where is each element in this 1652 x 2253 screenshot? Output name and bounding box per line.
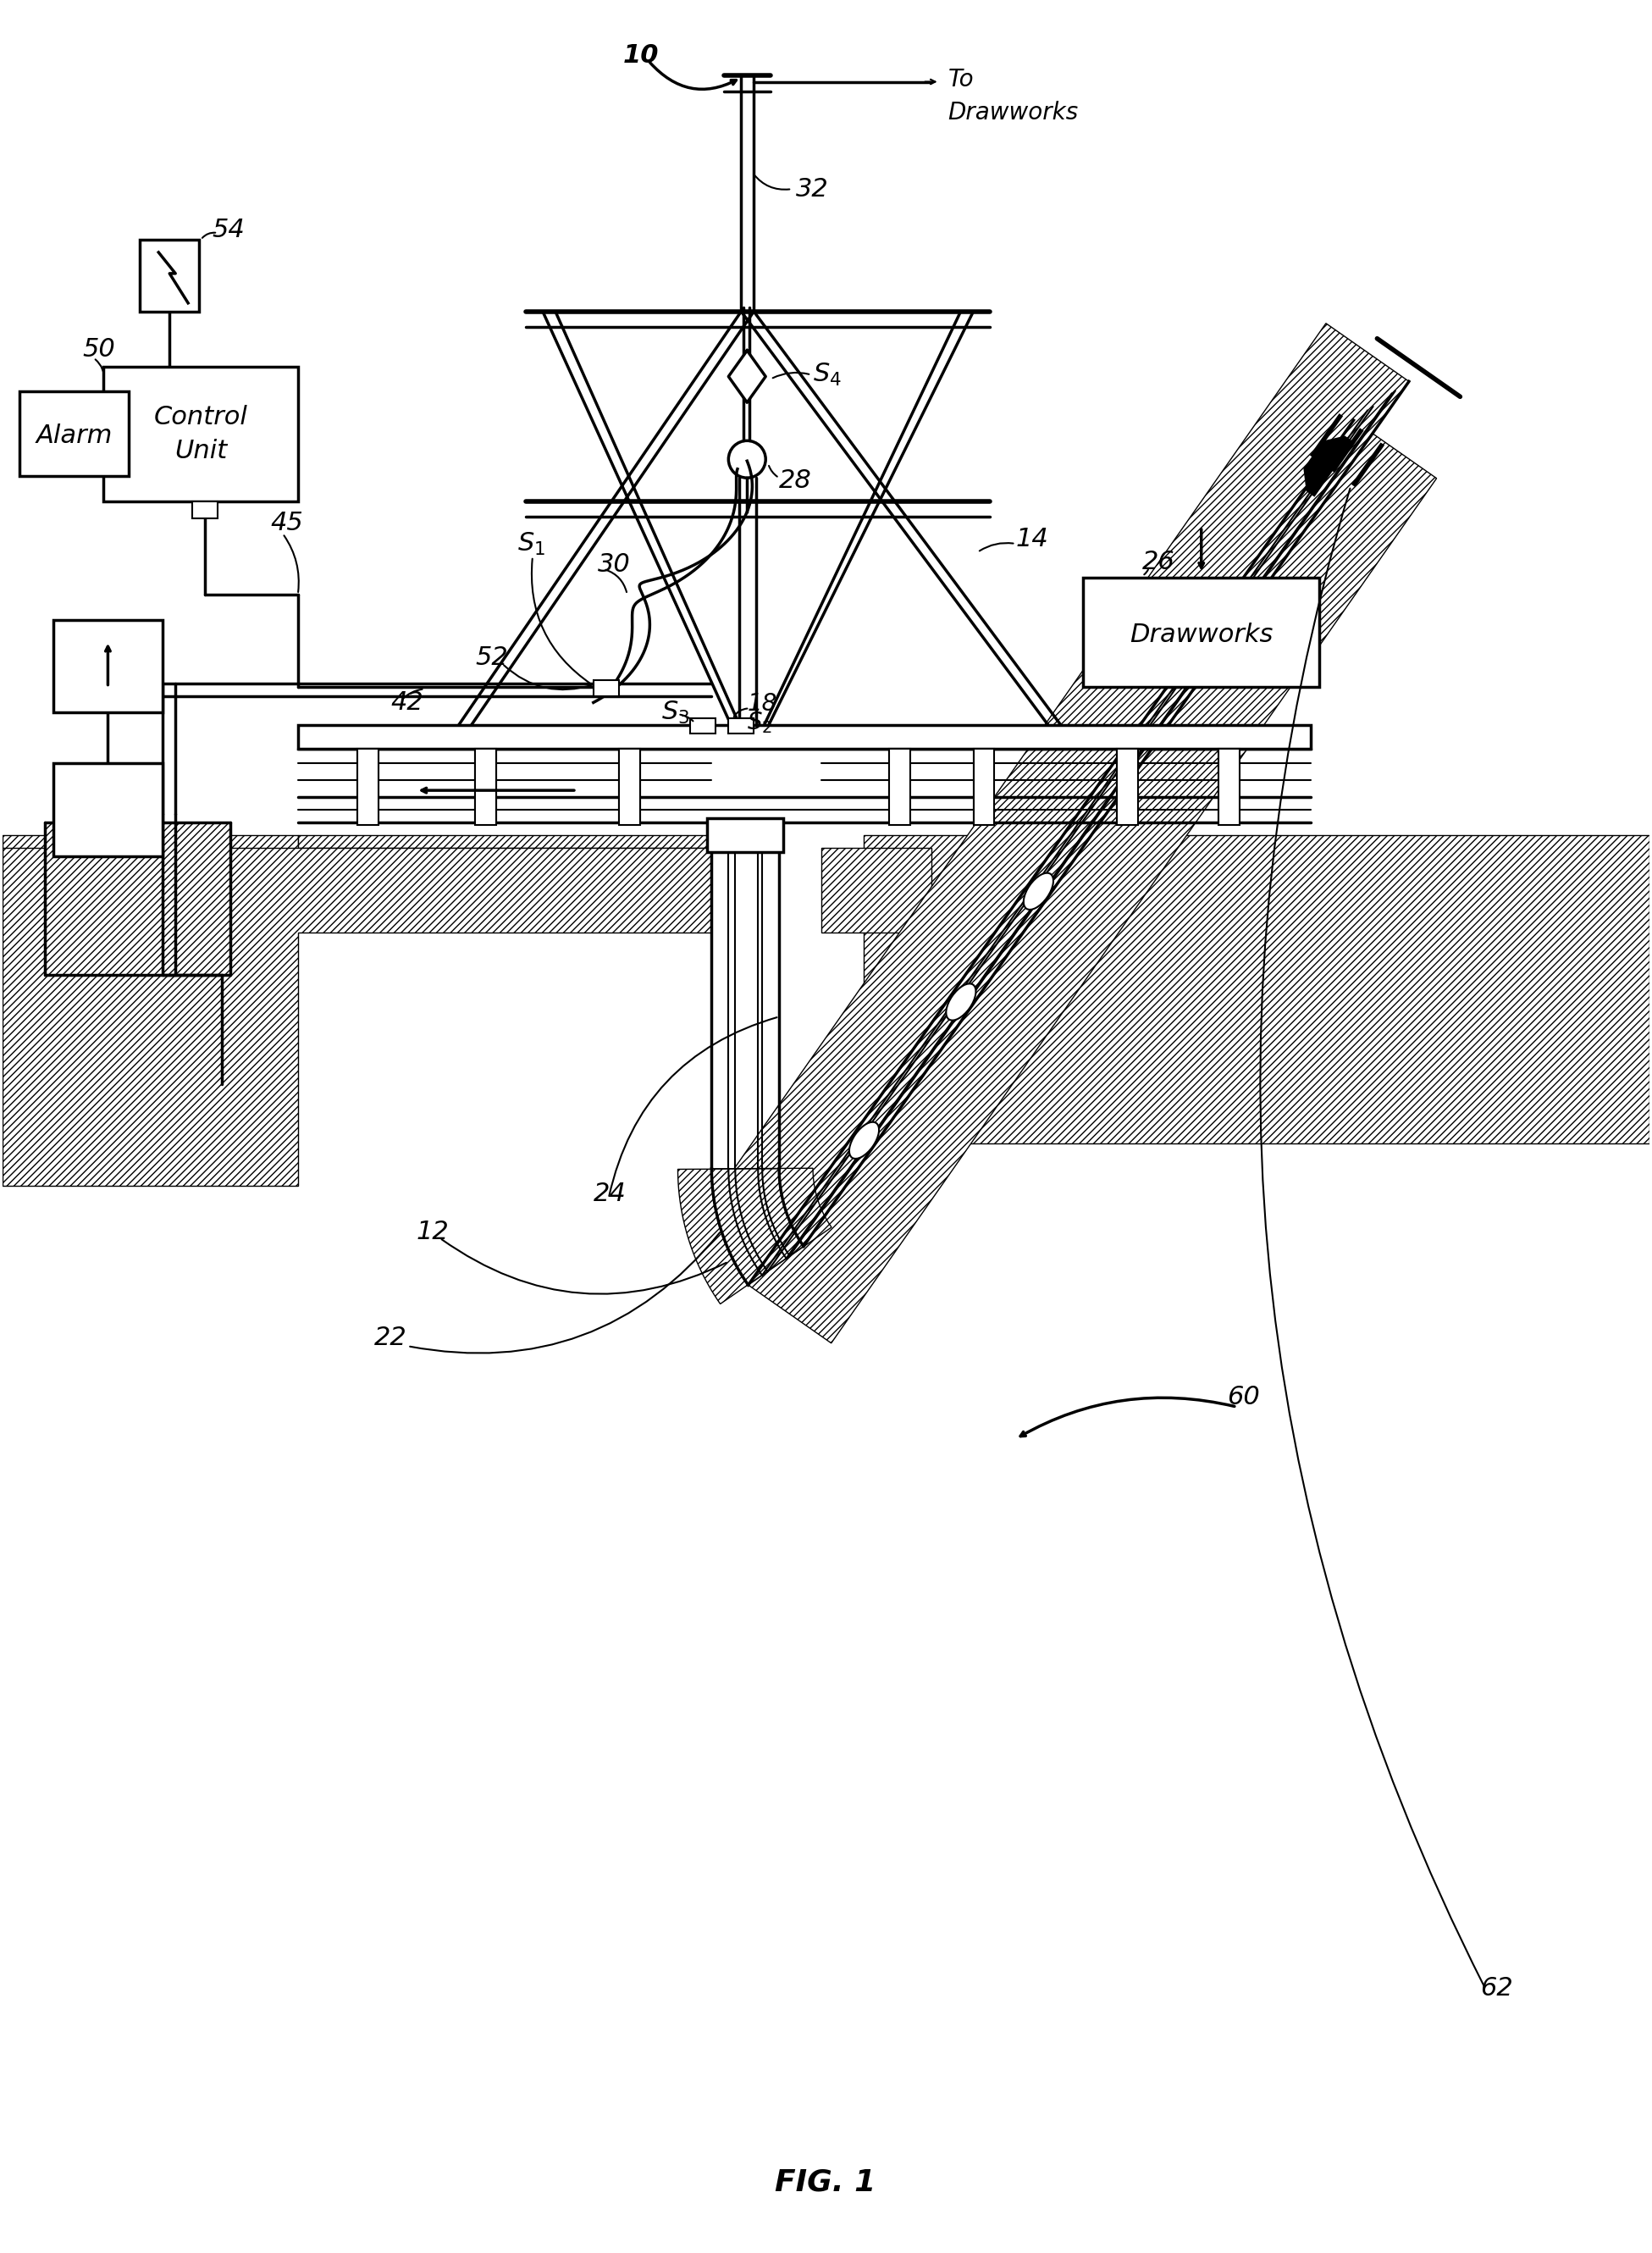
Ellipse shape bbox=[849, 1122, 879, 1158]
Bar bbox=[729, 719, 753, 734]
Ellipse shape bbox=[1024, 872, 1054, 910]
Text: $S_2$: $S_2$ bbox=[747, 710, 773, 734]
Bar bbox=[889, 748, 910, 825]
Polygon shape bbox=[712, 1169, 831, 1284]
Bar bbox=[53, 620, 164, 712]
Polygon shape bbox=[677, 1169, 803, 1304]
Polygon shape bbox=[821, 847, 932, 933]
Text: 32: 32 bbox=[796, 176, 829, 201]
Polygon shape bbox=[45, 822, 230, 976]
Text: 60: 60 bbox=[1227, 1386, 1259, 1408]
Text: 28: 28 bbox=[780, 469, 811, 493]
Bar bbox=[1117, 748, 1138, 825]
Text: 54: 54 bbox=[211, 216, 244, 241]
Bar bbox=[476, 748, 496, 825]
Polygon shape bbox=[297, 836, 712, 847]
Text: Unit: Unit bbox=[175, 439, 226, 464]
Text: Alarm: Alarm bbox=[36, 424, 112, 448]
Text: 18: 18 bbox=[747, 692, 776, 716]
Text: 45: 45 bbox=[271, 511, 304, 534]
Text: Drawworks: Drawworks bbox=[1130, 622, 1274, 647]
Text: 62: 62 bbox=[1480, 1976, 1513, 2001]
Text: 22: 22 bbox=[373, 1325, 406, 1350]
Text: 12: 12 bbox=[416, 1219, 449, 1244]
Text: 30: 30 bbox=[598, 552, 631, 577]
Bar bbox=[691, 719, 715, 734]
Bar bbox=[593, 680, 620, 696]
Polygon shape bbox=[720, 324, 1409, 1246]
Text: 52: 52 bbox=[476, 644, 509, 669]
Bar bbox=[1218, 748, 1239, 825]
Polygon shape bbox=[2, 847, 712, 1185]
Bar bbox=[1084, 577, 1320, 687]
Text: 10: 10 bbox=[623, 43, 659, 68]
Bar bbox=[973, 748, 995, 825]
Polygon shape bbox=[1303, 435, 1353, 498]
Polygon shape bbox=[729, 351, 765, 403]
Polygon shape bbox=[864, 836, 1650, 1142]
Text: 42: 42 bbox=[392, 689, 423, 714]
Bar bbox=[620, 748, 639, 825]
Text: Drawworks: Drawworks bbox=[948, 101, 1079, 124]
Text: Control: Control bbox=[154, 406, 248, 430]
Text: 24: 24 bbox=[593, 1183, 626, 1205]
Text: 14: 14 bbox=[1016, 527, 1049, 552]
Polygon shape bbox=[748, 421, 1437, 1343]
Bar bbox=[53, 764, 164, 856]
Bar bbox=[297, 725, 1312, 748]
Polygon shape bbox=[2, 836, 297, 1142]
Bar bbox=[140, 239, 200, 311]
Text: $S_3$: $S_3$ bbox=[661, 698, 689, 725]
Bar bbox=[357, 748, 378, 825]
Ellipse shape bbox=[947, 985, 976, 1021]
Text: 50: 50 bbox=[83, 338, 116, 363]
Text: $S_1$: $S_1$ bbox=[517, 529, 545, 556]
Bar bbox=[20, 392, 129, 475]
Text: 26: 26 bbox=[1142, 550, 1175, 575]
Bar bbox=[192, 502, 218, 518]
Text: FIG. 1: FIG. 1 bbox=[775, 2167, 876, 2197]
Bar bbox=[707, 818, 783, 852]
Bar bbox=[104, 367, 297, 502]
Text: $S_4$: $S_4$ bbox=[813, 363, 841, 388]
Text: To: To bbox=[948, 68, 975, 90]
